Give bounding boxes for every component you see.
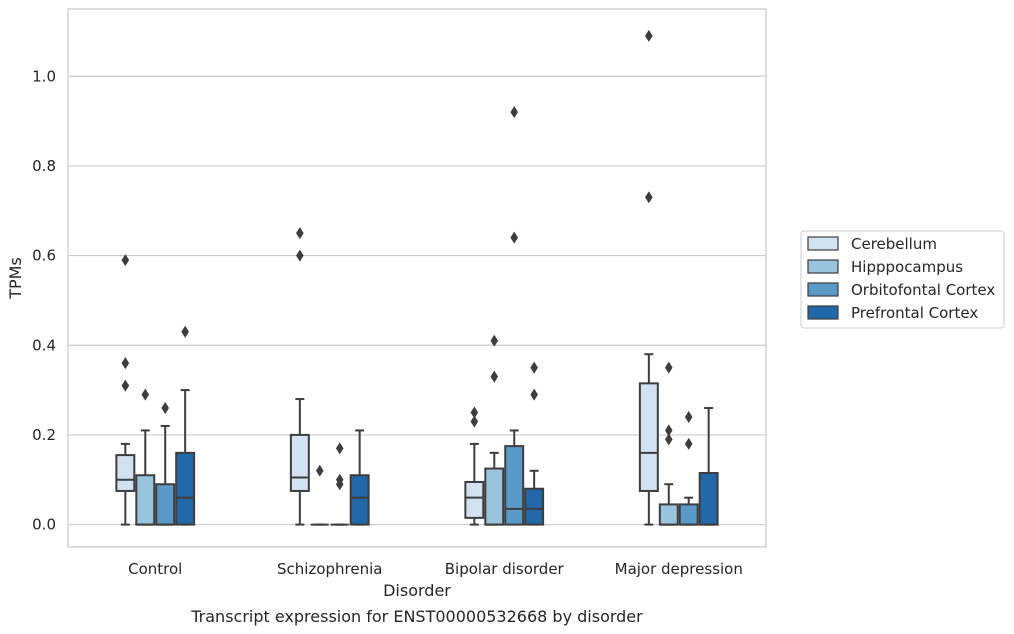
box-body <box>524 487 545 526</box>
outlier-point <box>684 437 693 450</box>
box-body <box>349 474 370 526</box>
outlier-point <box>296 249 304 262</box>
y-tick-label: 0.0 <box>32 516 56 534</box>
legend-label: Hipppocampus <box>851 258 963 276</box>
box-body <box>504 445 525 526</box>
box-0-2 <box>464 406 485 526</box>
box-1-2 <box>484 334 505 526</box>
outlier-point <box>121 357 130 370</box>
x-tick-label: Schizophrenia <box>277 560 382 578</box>
outlier-point <box>315 464 324 477</box>
box-2-1 <box>330 442 349 526</box>
outlier-point <box>645 29 653 42</box>
y-tick-labels: 0.0 0.2 0.4 0.6 0.8 1.0 <box>32 67 56 533</box>
x-tick-label: Control <box>128 560 182 578</box>
legend-swatch <box>807 282 839 297</box>
y-tick-label: 1.0 <box>32 67 56 85</box>
y-axis-label: TPMs <box>6 257 25 300</box>
outlier-point <box>121 379 130 392</box>
outlier-point <box>510 106 519 119</box>
y-tick-label: 0.6 <box>32 247 56 265</box>
legend-label: Orbitofontal Cortex <box>851 281 995 299</box>
box-3-2 <box>524 361 545 526</box>
outlier-point <box>161 402 170 415</box>
box-2-0 <box>155 402 176 526</box>
grid-lines <box>68 75 766 526</box>
outlier-point <box>530 388 538 401</box>
outlier-point <box>335 478 344 491</box>
legend-swatch <box>807 259 839 274</box>
outlier-point <box>141 388 150 401</box>
box-1-1 <box>310 464 329 526</box>
y-tick-label: 0.8 <box>32 157 56 175</box>
box-3-0 <box>175 325 196 526</box>
outlier-point <box>664 424 673 437</box>
box-body <box>155 483 176 526</box>
outlier-point <box>470 406 479 419</box>
outlier-point <box>664 361 673 374</box>
legend-label: Prefrontal Cortex <box>851 304 978 322</box>
legend-swatch <box>807 305 839 320</box>
chart-caption: Transcript expression for ENST0000053266… <box>190 607 643 626</box>
box-body <box>115 454 136 492</box>
outlier-point <box>121 254 130 267</box>
box-0-1 <box>289 227 310 526</box>
x-axis-label: Disorder <box>383 581 451 600</box>
outlier-point <box>645 191 653 204</box>
box-body <box>464 480 485 519</box>
box-body <box>678 503 699 526</box>
box-body <box>175 451 196 526</box>
outlier-point <box>296 227 304 240</box>
box-body <box>658 503 679 526</box>
box-0-3 <box>638 29 659 526</box>
y-tick-label: 0.4 <box>32 336 56 354</box>
box-2-2 <box>504 106 525 526</box>
box-body <box>289 433 310 492</box>
outlier-point <box>181 325 189 338</box>
x-tick-labels: Control Schizophrenia Bipolar disorder Majo… <box>128 560 743 578</box>
outlier-point <box>530 361 538 374</box>
legend: Cerebellum Hipppocampus Orbitofontal Corte… <box>800 230 1005 329</box>
box-body <box>135 474 156 526</box>
x-tick-label: Bipolar disorder <box>445 560 565 578</box>
y-tick-label: 0.2 <box>32 426 56 444</box>
plot-frame <box>67 8 767 548</box>
legend-frame <box>800 230 1005 329</box>
box-0-0 <box>115 254 136 526</box>
legend-label: Cerebellum <box>851 235 937 253</box>
box-marks <box>115 29 719 526</box>
box-body <box>484 467 505 526</box>
outlier-point <box>510 231 519 244</box>
outlier-point <box>490 370 499 383</box>
outlier-point <box>684 410 693 423</box>
box-2-3 <box>678 410 699 526</box>
outlier-point <box>490 334 499 347</box>
box-body <box>638 382 659 492</box>
outlier-point <box>664 433 673 446</box>
outlier-point <box>470 415 479 428</box>
box-body <box>698 472 719 526</box>
box-3-3 <box>698 407 719 526</box>
box-3-1 <box>349 429 370 526</box>
box-1-0 <box>135 388 156 526</box>
box-1-3 <box>658 361 679 526</box>
x-tick-label: Major depression <box>615 560 743 578</box>
outlier-point <box>335 442 344 455</box>
legend-swatch <box>807 236 839 251</box>
